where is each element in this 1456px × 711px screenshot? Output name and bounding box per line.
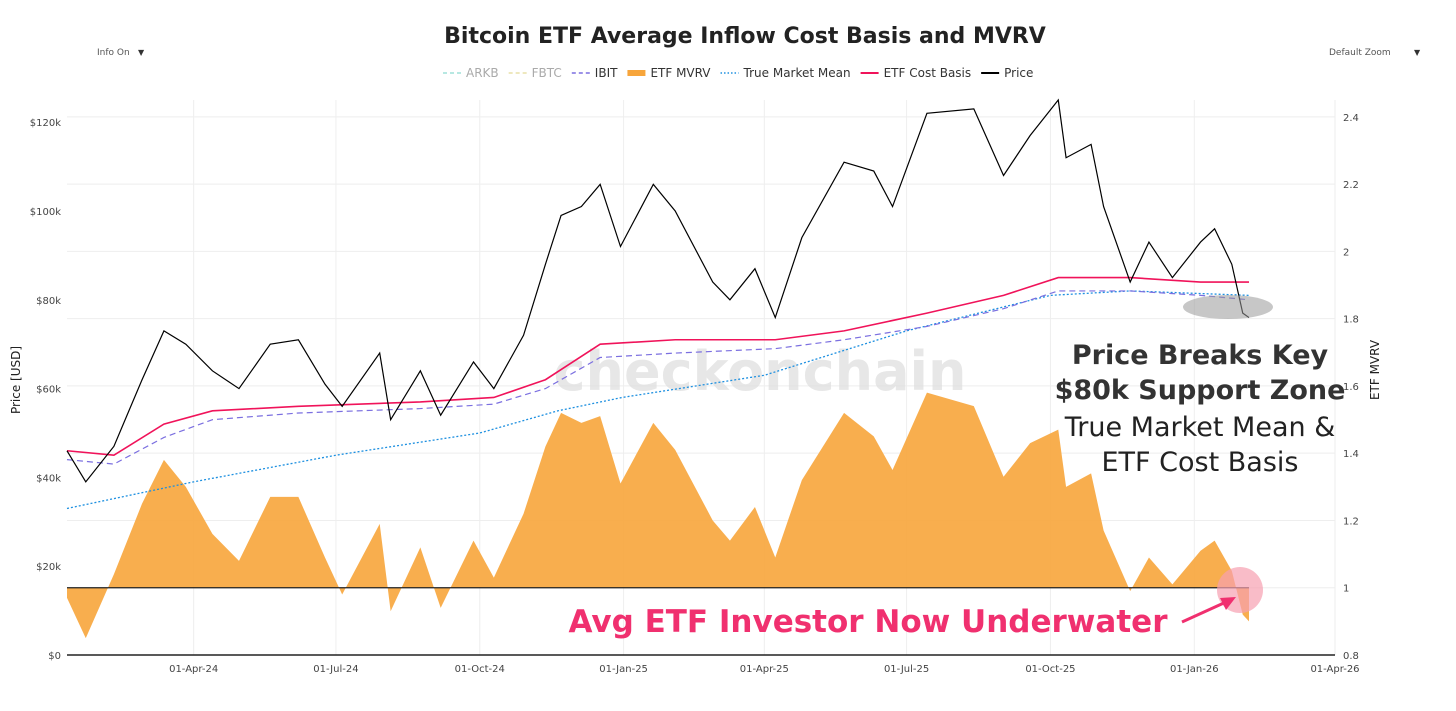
- y-tick-label: $40k: [36, 473, 61, 484]
- triangle-down-icon: ▼: [1414, 48, 1421, 57]
- legend-item-arkb[interactable]: ARKB: [443, 66, 499, 80]
- legend-label: IBIT: [595, 66, 618, 80]
- legend-item-true-market-mean[interactable]: True Market Mean: [720, 66, 851, 80]
- y2-tick-label: 2.2: [1343, 180, 1359, 191]
- legend-label: Price: [1004, 66, 1033, 80]
- y-tick-label: $80k: [36, 296, 61, 307]
- legend-item-etf-cost-basis[interactable]: ETF Cost Basis: [860, 66, 972, 80]
- series-true-market-mean: [66, 290, 1250, 510]
- zoom-dropdown[interactable]: Default Zoom ▼: [1329, 48, 1421, 58]
- info-dropdown-label: Info On: [97, 48, 130, 58]
- series-etf-mvrv-area: [67, 392, 1250, 639]
- legend-label: ETF MVRV: [650, 66, 711, 80]
- zoom-dropdown-label: Default Zoom: [1329, 48, 1391, 58]
- x-tick-label: 01-Jul-24: [313, 664, 358, 675]
- legend-label: ETF Cost Basis: [884, 66, 972, 80]
- x-tick-label: 01-Jul-25: [884, 664, 929, 675]
- y2-tick-label: 1.2: [1343, 516, 1359, 527]
- x-tick-label: 01-Jan-26: [1170, 664, 1219, 675]
- y2-tick-label: 1.8: [1343, 315, 1359, 326]
- annotation-headline: Price Breaks Key $80k Support Zone True …: [1055, 340, 1346, 478]
- legend-item-price[interactable]: Price: [981, 66, 1033, 80]
- legend-label: FBTC: [532, 66, 562, 80]
- info-dropdown[interactable]: Info On ▼: [97, 48, 145, 58]
- y2-tick-label: 2.4: [1343, 113, 1359, 124]
- chart-title: Bitcoin ETF Average Inflow Cost Basis an…: [444, 24, 1046, 49]
- series-price: [66, 98, 1250, 483]
- legend-label: ARKB: [466, 66, 499, 80]
- y-tick-label: $120k: [30, 118, 61, 129]
- x-tick-label: 01-Oct-25: [1025, 664, 1075, 675]
- arrow-icon: [1181, 597, 1236, 624]
- x-tick-label: 01-Apr-26: [1310, 664, 1359, 675]
- y2-axis-label: ETF MVRV: [1368, 339, 1382, 400]
- sub-line-2: ETF Cost Basis: [1102, 447, 1299, 478]
- y2-tick-label: 0.8: [1343, 651, 1359, 662]
- legend-item-ibit[interactable]: IBIT: [571, 66, 618, 80]
- y-tick-label: $0: [48, 651, 61, 662]
- x-tick-label: 01-Apr-25: [740, 664, 789, 675]
- x-tick-label: 01-Oct-24: [455, 664, 505, 675]
- plot-area: [66, 98, 1250, 639]
- headline-line-2: $80k Support Zone: [1055, 375, 1346, 406]
- x-tick-label: 01-Apr-24: [169, 664, 218, 675]
- y-tick-label: $20k: [36, 562, 61, 573]
- legend-swatch: [627, 70, 646, 76]
- triangle-down-icon: ▼: [138, 48, 145, 57]
- x-tick-label: 01-Jan-25: [599, 664, 648, 675]
- headline-line-1: Price Breaks Key: [1072, 340, 1329, 371]
- sub-line-1: True Market Mean &: [1064, 412, 1336, 443]
- series-etf-cost-basis: [66, 276, 1250, 457]
- y-tick-label: $60k: [36, 385, 61, 396]
- legend-item-fbtc[interactable]: FBTC: [508, 66, 562, 80]
- highlight-ellipse: [1183, 295, 1273, 319]
- y-axis-label: Price [USD]: [9, 346, 23, 414]
- legend: ARKB FBTC IBIT ETF MVRV True Market Mean ETF …: [443, 66, 1033, 80]
- y-tick-label: $100k: [30, 207, 61, 218]
- legend-label: True Market Mean: [743, 66, 851, 80]
- watermark: checkonchain: [554, 340, 967, 403]
- underwater-annotation: Avg ETF Investor Now Underwater: [569, 604, 1169, 640]
- y2-tick-label: 1.6: [1343, 382, 1359, 393]
- legend-item-etf-mvrv[interactable]: ETF MVRV: [627, 66, 711, 80]
- axes: 01-Apr-24 01-Jul-24 01-Oct-24 01-Jan-25 01-A…: [30, 113, 1360, 675]
- y2-tick-label: 1.4: [1343, 449, 1359, 460]
- highlight-circle: [1217, 567, 1263, 613]
- series-ibit: [66, 290, 1250, 465]
- y2-tick-label: 1: [1343, 584, 1349, 595]
- y2-tick-label: 2: [1343, 247, 1349, 258]
